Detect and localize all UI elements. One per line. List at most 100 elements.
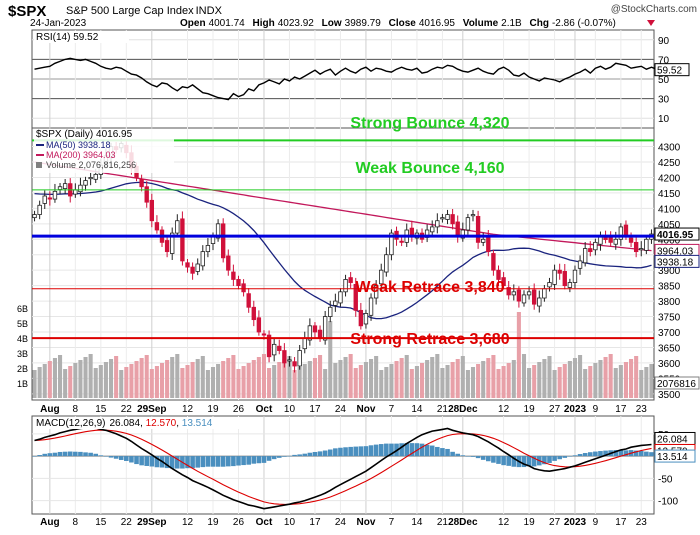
candle-down	[317, 329, 323, 339]
macd-histogram-bar	[384, 443, 389, 457]
x-axis-label: 17	[309, 404, 321, 415]
x-axis-label: 10	[284, 404, 296, 415]
candle-up	[322, 316, 328, 341]
x-axis-label: 24	[335, 517, 347, 528]
volume-bar	[389, 364, 394, 398]
candle-down	[312, 325, 318, 333]
candle-down	[348, 277, 353, 283]
price-tick-label: 3750	[658, 313, 681, 324]
x-axis-label: 17	[615, 404, 627, 415]
volume-bar	[272, 365, 277, 398]
volume-bar	[216, 364, 221, 398]
macd-histogram-bar	[511, 456, 517, 467]
volume-bar	[124, 367, 129, 398]
volume-bar	[88, 354, 93, 398]
x-axis-label: 19	[524, 517, 536, 528]
volume-bar	[226, 358, 231, 398]
volume-legend: Volume 2,076,816,256	[46, 160, 136, 170]
macd-histogram-bar	[649, 452, 654, 457]
volume-bar	[618, 365, 623, 398]
candle-down	[164, 240, 170, 253]
macd-histogram-bar	[297, 454, 302, 457]
volume-bar	[511, 360, 516, 398]
candle-up	[373, 285, 379, 299]
volume-bar	[430, 357, 435, 398]
candle-down	[241, 283, 246, 293]
candle-up	[465, 217, 471, 231]
volume-bar	[578, 355, 583, 398]
volume-bar	[521, 354, 527, 398]
volume-bar	[68, 366, 73, 398]
candle-down	[277, 345, 282, 351]
candle-down	[221, 223, 226, 259]
macd-histogram-bar	[266, 456, 272, 461]
macd-histogram-bar	[154, 456, 160, 468]
macd-title: MACD(12,26,9) 26.084, 12.570, 13.514	[36, 418, 213, 429]
x-axis-label: 19	[207, 517, 219, 528]
x-axis-label: Aug	[40, 404, 59, 415]
x-axis-label: Aug	[40, 517, 59, 528]
volume-bar	[501, 366, 506, 398]
volume-bar	[496, 369, 501, 398]
candle-up	[93, 173, 98, 180]
macd-histogram-bar	[598, 451, 603, 457]
macd-histogram-bar	[465, 456, 471, 457]
volume-bar	[210, 367, 216, 398]
price-tick-label: 3900	[658, 266, 681, 277]
candle-down	[226, 255, 231, 271]
macd-histogram-bar	[190, 456, 195, 469]
volume-bar	[629, 359, 634, 398]
ma50-line	[34, 181, 652, 320]
volume-bar	[318, 355, 323, 398]
macd-histogram-bar	[593, 451, 598, 457]
x-axis-label: Oct	[256, 404, 273, 415]
macd-histogram-bar	[261, 456, 267, 463]
x-axis-label: 23	[636, 517, 648, 528]
candle-up	[567, 282, 573, 288]
candle-up	[639, 248, 644, 251]
candle-up	[205, 245, 211, 253]
volume-bar	[241, 366, 246, 398]
candle-up	[83, 180, 88, 186]
volume-bar	[583, 369, 588, 398]
x-axis-label: 8	[73, 404, 79, 415]
macd-histogram-bar	[149, 456, 155, 467]
volume-bar	[32, 370, 37, 398]
candle-up	[302, 337, 307, 350]
price-title: $SPX (Daily) 4016.95	[36, 129, 133, 140]
macd-histogram-bar	[363, 446, 369, 457]
candle-down	[608, 237, 613, 243]
x-axis-label: 22	[121, 404, 133, 415]
macd-line	[34, 426, 652, 510]
candle-up	[368, 297, 374, 316]
macd-histogram-bar	[486, 456, 491, 462]
volume-bar	[195, 359, 200, 398]
candle-up	[537, 297, 542, 307]
candle-up	[338, 291, 343, 304]
rsi-tick-label: 50	[658, 75, 670, 86]
volume-bar	[552, 370, 557, 398]
rsi-title-bg	[34, 31, 129, 43]
volume-bar	[108, 359, 114, 398]
volume-bar	[593, 363, 598, 398]
volume-bar	[516, 312, 521, 398]
macd-histogram-bar	[460, 455, 466, 457]
candle-up	[363, 313, 369, 325]
volume-bar	[603, 357, 608, 398]
level-label: Weak Bounce 4,160	[355, 160, 504, 177]
macd-histogram-bar	[389, 443, 394, 457]
candle-down	[455, 221, 460, 237]
candle-down	[450, 214, 455, 225]
macd-histogram-bar	[338, 447, 343, 457]
candle-up	[287, 359, 292, 362]
volume-bar	[374, 356, 379, 398]
x-axis-label: 26	[233, 517, 245, 528]
rsi-last-label: 59.52	[657, 66, 682, 77]
quote-line: Open 4001.74 High 4023.92 Low 3989.79 Close…	[180, 18, 616, 29]
macd-value-tag	[654, 449, 696, 463]
volume-bar	[159, 363, 165, 398]
volume-bar	[450, 362, 455, 398]
macd-histogram-bar	[409, 443, 415, 457]
volume-bar	[409, 369, 414, 398]
